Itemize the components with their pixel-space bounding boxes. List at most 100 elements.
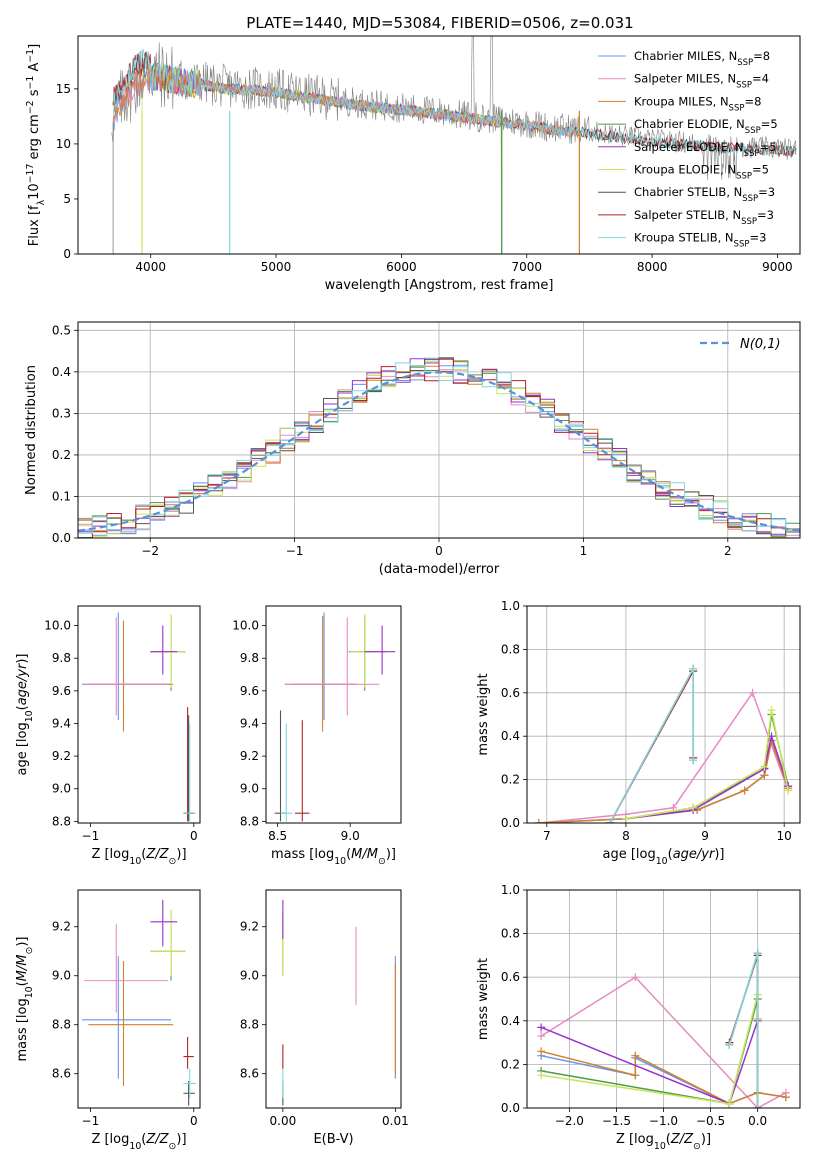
y-tick-label: 0.4 [501,729,520,743]
x-tick-label: 0 [190,1114,198,1128]
weight-marker [606,819,615,823]
y-tick-label: 9.2 [52,920,71,934]
x-tick-label: −0.5 [696,1114,725,1128]
spectrum-axes-frame [77,35,801,255]
y-tick-label: 10.0 [44,619,71,633]
chabrier-miles-point [292,612,355,721]
salpeter-stelib-histogram [78,358,800,538]
y-tick-label: 8.8 [240,1018,259,1032]
mass-weight-vs-age-plot-area [534,664,793,823]
x-tick-label: −1 [286,544,304,558]
salpeter-miles-weight-line [540,976,787,1108]
x-tick-label: −1 [82,829,100,843]
spectrum-panel: 4000 5000 6000 7000 8000 9000 0 5 10 15 wavelength… [25,35,801,293]
age-vs-mass-axes-frame [265,605,402,824]
weight-marker [689,664,698,673]
y-tick-label: 0.2 [501,773,520,787]
y-tick-label: 0.2 [52,448,71,462]
y-tick-label: 10.0 [232,619,259,633]
y-tick-label: 9.6 [240,684,259,698]
spectrum-xlabel: wavelength [Angstrom, rest frame] [325,278,554,293]
salpeter-miles-point [84,924,168,1013]
age-vs-Z-panel: −1 0 8.8 9.0 9.2 9.4 9.6 9.8 10.0 Z [log10(Z/Z⊙)]… [15,605,201,867]
salpeter-miles-point [84,617,168,716]
y-tick-label: 8.8 [52,814,71,828]
chabrier-elodie-point [150,914,186,981]
y-tick-label: 9.2 [240,920,259,934]
y-tick-label: 0.4 [52,365,71,379]
spectrum-plot-area [111,36,797,254]
x-tick-label: 10 [777,829,792,843]
weight-marker [781,1093,790,1102]
y-tick-label: 0.0 [52,531,71,545]
x-tick-label: 4000 [135,260,166,274]
residual-histogram-xlabel: (data-model)/error [379,562,500,577]
residual-histogram-panel: −2 −1 0 1 2 0.0 0.1 0.2 0.3 0.4 0.5 (data-model)/er… [24,321,801,577]
legend-label-chabrier-miles: Chabrier MILES, NSSP=8 [634,49,770,68]
y-tick-label: 0.0 [501,1101,520,1115]
mass-vs-Z-xlabel: Z [log10(Z/Z⊙)] [91,1132,186,1152]
weight-marker [631,1051,640,1060]
mass-vs-Z-ylabel: mass [log10(M/M⊙)] [15,937,35,1062]
chabrier-elodie-weight-line [540,998,759,1105]
kroupa-miles-point [88,620,174,732]
y-tick-label: 0.0 [501,816,520,830]
mass-vs-Z-plot-area [82,899,196,1106]
y-tick-label: 9.0 [52,782,71,796]
weight-marker [689,803,698,812]
age-vs-Z-ylabel: age [log10(age/yr)] [15,653,35,775]
y-tick-label: 10 [56,137,71,151]
salpeter-stelib-point [183,1036,194,1069]
x-tick-label: 7 [543,829,551,843]
x-tick-label: −2.0 [555,1114,584,1128]
y-tick-label: 9.8 [52,651,71,665]
weight-marker [760,762,769,771]
salpeter-elodie-point [364,625,396,675]
x-tick-label: 8000 [637,260,668,274]
x-tick-label: −1 [82,1114,100,1128]
x-tick-label: −1.5 [602,1114,631,1128]
x-tick-label: 0 [435,544,443,558]
x-tick-label: 9 [701,829,709,843]
weight-marker [631,1071,640,1080]
salpeter-elodie-model-line [150,65,503,254]
y-tick-label: 0.3 [52,406,71,420]
salpeter-miles-weight-line [538,691,789,823]
y-tick-label: 9.0 [52,969,71,983]
y-tick-label: 8.8 [240,814,259,828]
kroupa-stelib-point [280,723,293,822]
y-tick-label: 0.6 [501,686,520,700]
weight-marker [621,814,630,823]
mass-weight-vs-Z-ylabel: mass weight [476,958,491,1040]
weight-marker [753,1104,762,1108]
mass-vs-EBV-axes-frame [265,889,402,1109]
y-tick-label: 15 [56,82,71,96]
y-tick-label: 9.0 [240,969,259,983]
kroupa-miles-model-line [112,63,580,254]
y-tick-label: 9.4 [52,716,71,730]
y-tick-label: 0.1 [52,489,71,503]
weight-marker [537,1047,546,1056]
kroupa-elodie-point [150,909,186,976]
weight-marker [767,706,776,715]
chabrier-miles-weight-line [538,737,789,823]
x-tick-label: 9.0 [341,829,360,843]
chabrier-elodie-point [150,615,186,691]
kroupa-elodie-point [350,614,387,688]
mass-weight-vs-age-panel: 7 8 9 10 0.0 0.2 0.4 0.6 0.8 1.0 age [log10(age/yr… [476,599,801,867]
age-vs-Z-plot-area [82,612,196,822]
kroupa-stelib-model-line [112,48,797,157]
weight-marker [537,1023,546,1032]
chabrier-miles-point [82,612,172,721]
y-tick-label: 9.4 [240,716,259,730]
legend-label-normal: N(0,1) [740,337,781,352]
mass-weight-vs-age-axes-frame [526,605,801,824]
weight-marker [725,1099,734,1108]
kroupa-elodie-point [150,614,186,688]
age-vs-mass-xlabel: mass [log10(M/M⊙)] [271,847,396,867]
y-tick-label: 9.0 [240,782,259,796]
weight-marker [748,688,757,697]
weight-marker [725,1040,734,1049]
x-tick-label: 0.00 [270,1114,297,1128]
y-tick-label: 9.8 [240,651,259,665]
